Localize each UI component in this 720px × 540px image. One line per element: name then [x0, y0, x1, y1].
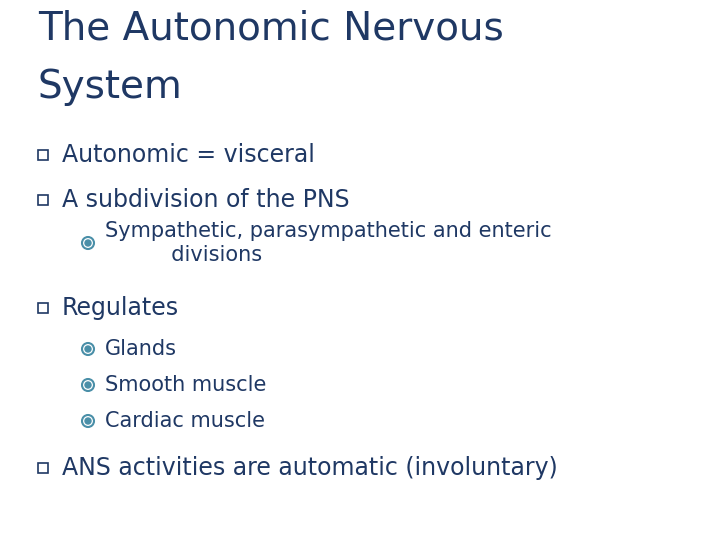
- Text: Autonomic = visceral: Autonomic = visceral: [62, 143, 315, 167]
- Circle shape: [85, 418, 91, 424]
- Text: Glands: Glands: [105, 339, 177, 359]
- Circle shape: [85, 346, 91, 352]
- Text: Smooth muscle: Smooth muscle: [105, 375, 266, 395]
- Text: The Autonomic Nervous: The Autonomic Nervous: [38, 10, 504, 48]
- Text: A subdivision of the PNS: A subdivision of the PNS: [62, 188, 350, 212]
- Text: System: System: [38, 68, 183, 106]
- Text: ANS activities are automatic (involuntary): ANS activities are automatic (involuntar…: [62, 456, 558, 480]
- Circle shape: [85, 240, 91, 246]
- Text: Regulates: Regulates: [62, 296, 179, 320]
- Text: Sympathetic, parasympathetic and enteric
          divisions: Sympathetic, parasympathetic and enteric…: [105, 221, 552, 265]
- Text: Cardiac muscle: Cardiac muscle: [105, 411, 265, 431]
- Circle shape: [85, 382, 91, 388]
